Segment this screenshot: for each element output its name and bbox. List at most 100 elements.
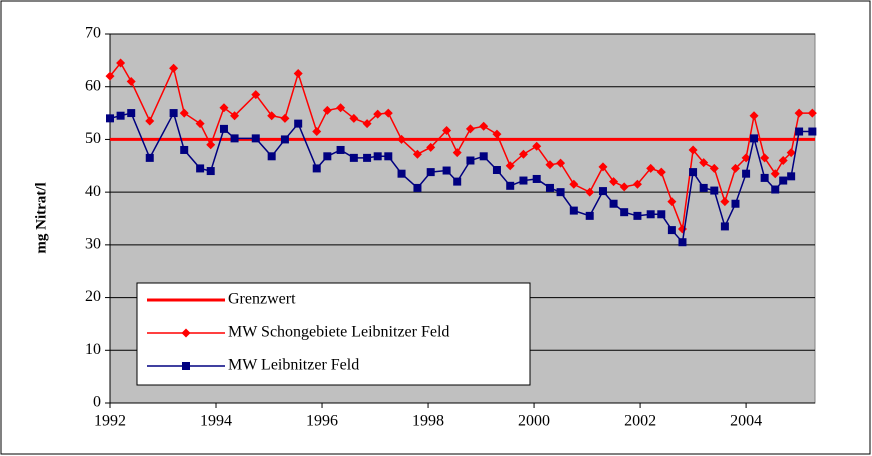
point (646, 163, 656, 173)
point (760, 153, 770, 163)
point (312, 164, 321, 173)
point (646, 210, 655, 219)
point (771, 185, 780, 194)
point (689, 168, 698, 177)
point (349, 113, 359, 123)
x-tick-label: 2000 (518, 413, 550, 430)
point (219, 103, 229, 113)
point (349, 153, 358, 162)
point (699, 158, 709, 168)
point (545, 160, 555, 170)
point (267, 152, 276, 161)
point (452, 148, 462, 158)
point (585, 211, 594, 220)
point (699, 183, 708, 192)
point (609, 177, 619, 187)
point (169, 109, 178, 118)
y-tick-label: 40 (85, 183, 101, 200)
point (126, 76, 136, 86)
point (362, 119, 372, 129)
point (127, 109, 136, 118)
y-tick-label: 60 (85, 77, 101, 94)
point (532, 174, 541, 183)
y-tick-label: 50 (85, 130, 101, 147)
point (633, 211, 642, 220)
legend-label: Grenzwert (228, 291, 296, 308)
point (384, 152, 393, 161)
point (807, 108, 817, 118)
point (322, 105, 332, 115)
point (787, 172, 796, 181)
point (426, 168, 435, 177)
point (195, 119, 205, 129)
point (688, 145, 698, 155)
y-tick-label: 20 (85, 288, 101, 305)
point (230, 111, 240, 121)
point (519, 176, 528, 185)
point (280, 135, 289, 144)
point (556, 158, 566, 168)
y-tick-label: 70 (85, 25, 101, 42)
point (749, 111, 759, 121)
point (479, 152, 488, 161)
point (556, 188, 565, 197)
point (206, 167, 215, 176)
point (710, 186, 719, 195)
point (267, 111, 277, 121)
point (742, 169, 751, 178)
point (145, 116, 155, 126)
point (397, 134, 407, 144)
y-tick-label: 30 (85, 236, 101, 253)
point (678, 238, 687, 247)
point (545, 183, 554, 192)
y-tick-label: 10 (85, 341, 101, 358)
point (619, 182, 629, 192)
point (518, 149, 528, 159)
point (336, 145, 345, 154)
point (397, 169, 406, 178)
legend-marker (181, 328, 191, 338)
point (794, 108, 804, 118)
point (145, 153, 154, 162)
legend-marker (182, 362, 190, 370)
point (506, 181, 515, 190)
point (196, 164, 205, 173)
point (779, 176, 788, 185)
point (657, 210, 666, 219)
point (294, 119, 303, 128)
point (116, 58, 126, 68)
point (609, 199, 618, 208)
point (656, 167, 666, 177)
point (373, 152, 382, 161)
point (116, 111, 125, 120)
point (760, 173, 769, 182)
point (453, 177, 462, 186)
point (786, 148, 796, 158)
y-tick-label: 0 (93, 394, 101, 411)
point (206, 140, 216, 150)
point (750, 134, 759, 143)
point (569, 206, 578, 215)
point (413, 183, 422, 192)
point (230, 134, 239, 143)
point (336, 103, 346, 113)
point (492, 166, 501, 175)
x-tick-label: 1994 (200, 413, 232, 430)
point (730, 163, 740, 173)
point (280, 113, 290, 123)
point (585, 187, 595, 197)
point (667, 226, 676, 235)
point (731, 199, 740, 208)
point (373, 109, 383, 119)
point (465, 124, 475, 134)
x-tick-label: 1998 (412, 413, 444, 430)
point (795, 127, 804, 136)
point (741, 153, 751, 163)
x-tick-label: 1992 (94, 413, 126, 430)
point (179, 108, 189, 118)
x-tick-label: 2002 (624, 413, 656, 430)
point (323, 152, 332, 161)
point (251, 134, 260, 143)
point (293, 69, 303, 79)
point (808, 127, 817, 136)
